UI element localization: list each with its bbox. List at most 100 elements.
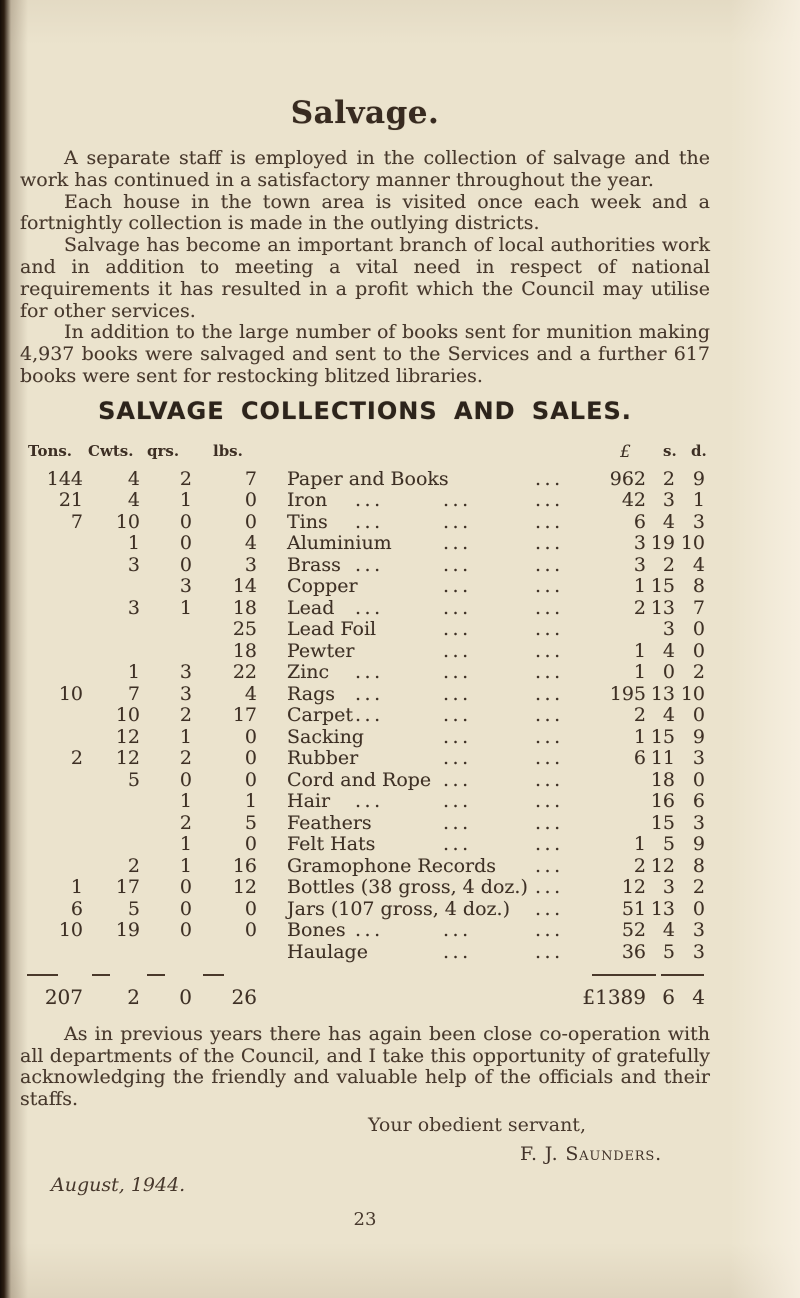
leader-dots: ... <box>535 661 564 684</box>
pence-value: 7 <box>692 596 705 619</box>
item-cell: Zinc......... <box>287 661 560 683</box>
shillings-value: 13 <box>650 682 675 705</box>
cwts-value: 5 <box>127 768 140 791</box>
header-shillings: s. <box>663 441 677 460</box>
item-name: Haulage <box>287 940 368 963</box>
tons-value <box>20 597 83 619</box>
item-cell: Sacking...... <box>287 726 560 748</box>
leader-dots: ... <box>535 682 564 705</box>
tons-value: 21 <box>58 489 83 512</box>
item-cell: Paper and Books... <box>287 468 560 490</box>
pence-value: 0 <box>692 704 705 727</box>
item-cell: Copper...... <box>287 575 560 597</box>
leader-dots: ... <box>535 876 564 899</box>
lbs-value: 4 <box>244 532 257 555</box>
rule-lbs <box>203 974 224 977</box>
pence-value: 1 <box>692 489 705 512</box>
item-cell: Aluminium...... <box>287 532 560 554</box>
leader-dots: ... <box>443 833 472 856</box>
rule-qrs <box>147 974 165 977</box>
pounds-value: 1 <box>633 725 646 748</box>
tons-value <box>20 726 83 748</box>
total-pence: 4 <box>692 985 705 1010</box>
paragraph-importance: Salvage has become an important branch o… <box>20 234 710 322</box>
table-row: 1 0 Felt Hats...... 1 5 9 <box>20 833 710 855</box>
item-cell: Brass......... <box>287 554 560 576</box>
shillings-value: 3 <box>662 618 675 641</box>
leader-dots: ... <box>443 725 472 748</box>
item-cell: Haulage...... <box>287 941 560 963</box>
item-name: Cord and Rope <box>287 768 432 791</box>
item-name: Iron <box>287 489 328 512</box>
pence-value: 8 <box>692 854 705 877</box>
leader-dots: ... <box>535 768 564 791</box>
cwts-value: 2 <box>127 854 140 877</box>
qrs-value: 2 <box>179 467 192 490</box>
totals-row: 207 2 0 26 £1389 6 4 <box>20 985 710 1010</box>
table-row: 144 4 2 7 Paper and Books... 962 2 9 <box>20 468 710 490</box>
pounds-value <box>560 769 646 791</box>
leader-dots: ... <box>535 833 564 856</box>
page-content: Salvage. A separate staff is employed in… <box>20 0 710 1230</box>
leader-dots: ... <box>355 510 384 533</box>
leader-dots: ... <box>443 919 472 942</box>
pounds-value: 6 <box>633 747 646 770</box>
leader-dots: ... <box>355 553 384 576</box>
pence-value: 3 <box>692 747 705 770</box>
pounds-value: 51 <box>621 897 646 920</box>
item-cell: Rags......... <box>287 683 560 705</box>
leader-dots: ... <box>443 532 472 555</box>
shillings-value: 15 <box>650 575 675 598</box>
qrs-value: 0 <box>179 532 192 555</box>
item-cell: Gramophone Records... <box>287 855 560 877</box>
leader-dots: ... <box>443 596 472 619</box>
shillings-value: 4 <box>662 639 675 662</box>
cwts-value: 19 <box>115 919 140 942</box>
total-shillings: 6 <box>662 985 675 1010</box>
cwts-value <box>83 941 140 963</box>
valediction: Your obedient servant, <box>368 1113 586 1136</box>
qrs-value: 3 <box>179 661 192 684</box>
header-qrs: qrs. <box>147 441 180 460</box>
cwts-value: 5 <box>127 897 140 920</box>
pence-value: 3 <box>692 510 705 533</box>
qrs-value: 3 <box>179 575 192 598</box>
item-name: Paper and Books <box>287 467 449 490</box>
pence-value: 9 <box>692 467 705 490</box>
table-row: 12 1 0 Sacking...... 1 15 9 <box>20 726 710 748</box>
leader-dots: ... <box>443 790 472 813</box>
header-lbs: lbs. <box>213 441 243 460</box>
leader-dots: ... <box>355 661 384 684</box>
table-row: 1 1 Hair......... 16 6 <box>20 790 710 812</box>
qrs-value <box>140 640 192 662</box>
pence-value: 2 <box>692 876 705 899</box>
page-title: Salvage. <box>290 95 440 131</box>
lbs-value: 5 <box>244 811 257 834</box>
leader-dots: ... <box>443 940 472 963</box>
leader-dots: ... <box>443 661 472 684</box>
total-spacer <box>287 985 560 1007</box>
leader-dots: ... <box>535 467 564 490</box>
item-name: Carpet <box>287 704 353 727</box>
lbs-value: 0 <box>244 747 257 770</box>
leader-dots: ... <box>535 596 564 619</box>
cwts-value: 3 <box>127 553 140 576</box>
pence-value: 2 <box>692 661 705 684</box>
cwts-value: 1 <box>127 532 140 555</box>
item-name: Lead <box>287 596 335 619</box>
tons-value <box>20 640 83 662</box>
cwts-value: 7 <box>127 682 140 705</box>
lbs-value: 1 <box>244 790 257 813</box>
item-name: Feathers <box>287 811 372 834</box>
leader-dots: ... <box>535 510 564 533</box>
tons-value: 10 <box>58 682 83 705</box>
item-name: Felt Hats <box>287 833 376 856</box>
cwts-value <box>83 575 140 597</box>
total-lbs: 26 <box>231 985 257 1010</box>
table-row: 2 5 Feathers...... 15 3 <box>20 812 710 834</box>
leader-dots: ... <box>535 639 564 662</box>
table-heading: SALVAGE COLLECTIONS AND SALES. <box>98 396 632 425</box>
tons-value <box>20 661 83 683</box>
leader-dots: ... <box>355 704 384 727</box>
shillings-value: 3 <box>662 489 675 512</box>
